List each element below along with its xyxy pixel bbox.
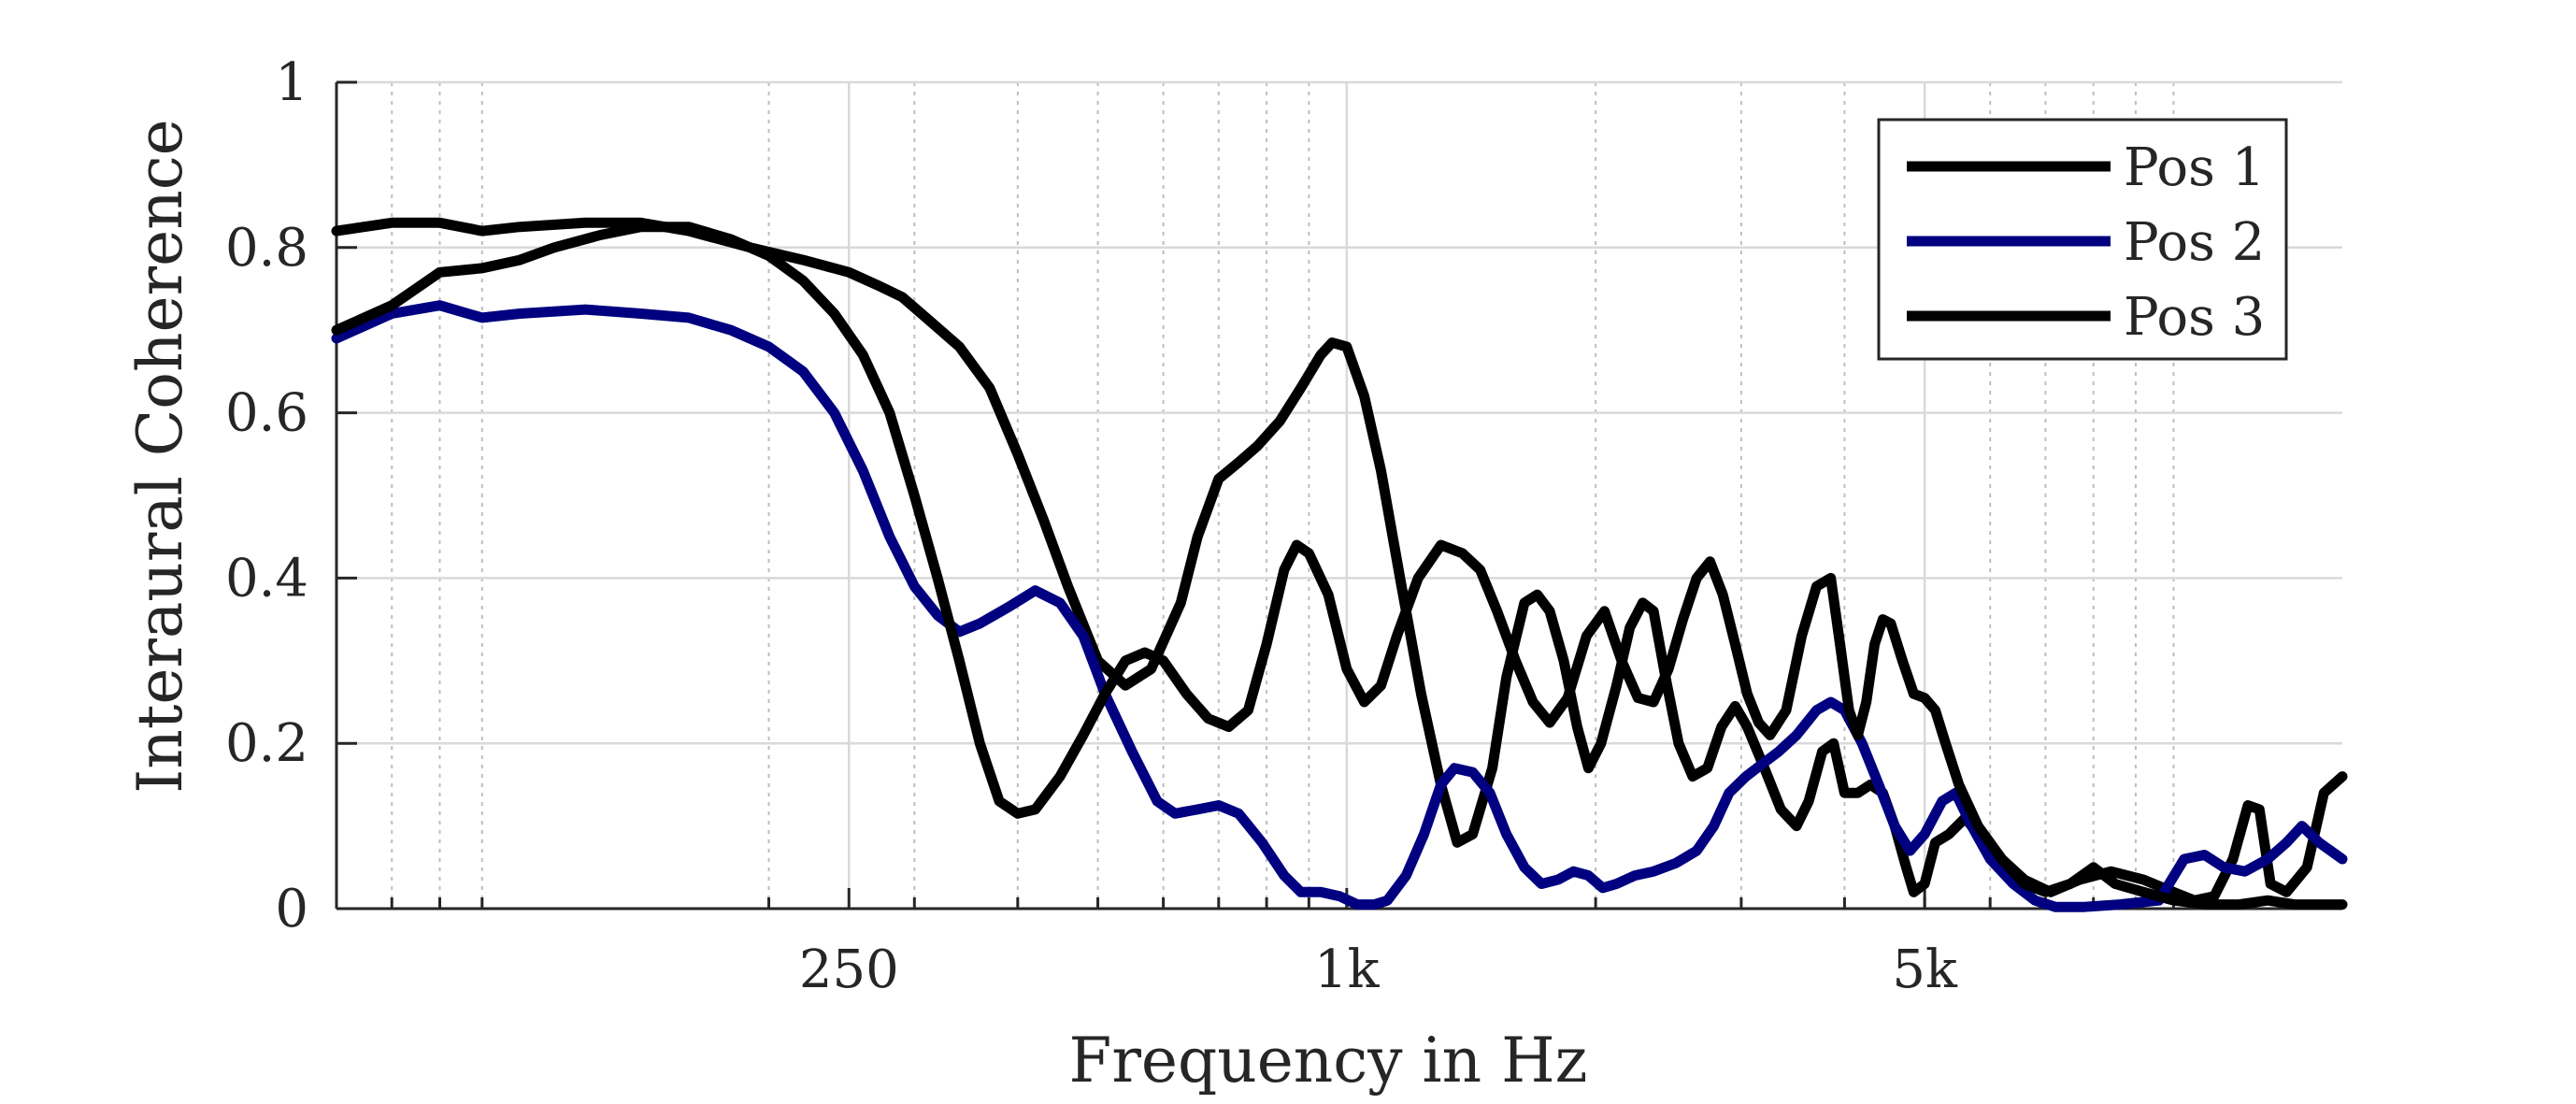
axes [335, 80, 2342, 910]
legend-label-pos-2: Pos 2 [2124, 212, 2265, 273]
tick-labels: 0 0.2 0.4 0.6 0.8 1 250 1k 5k [225, 52, 1958, 1000]
y-tick-label: 0.2 [225, 713, 308, 774]
x-tick-label: 5k [1892, 939, 1958, 1000]
y-tick-label: 0.4 [225, 548, 308, 609]
series-group [331, 217, 2348, 912]
series-line-pos-3 [331, 222, 2348, 910]
y-tick-label: 1 [275, 52, 308, 113]
y-tick-label: 0 [275, 879, 308, 939]
y-tick-label: 0.8 [225, 218, 308, 279]
legend-label-pos-1: Pos 1 [2124, 137, 2265, 198]
legend: Pos 1 Pos 2 Pos 3 [1877, 118, 2288, 361]
x-axis-label: Frequency in Hz [1069, 1025, 1588, 1097]
series-line-pos-2 [331, 300, 2348, 912]
y-tick-label: 0.6 [225, 383, 308, 444]
x-tick-label: 1k [1314, 939, 1381, 1000]
legend-label-pos-3: Pos 3 [2124, 287, 2265, 348]
x-tick-label: 250 [799, 939, 899, 1000]
y-axis-label: Interaural Coherence [124, 119, 196, 794]
